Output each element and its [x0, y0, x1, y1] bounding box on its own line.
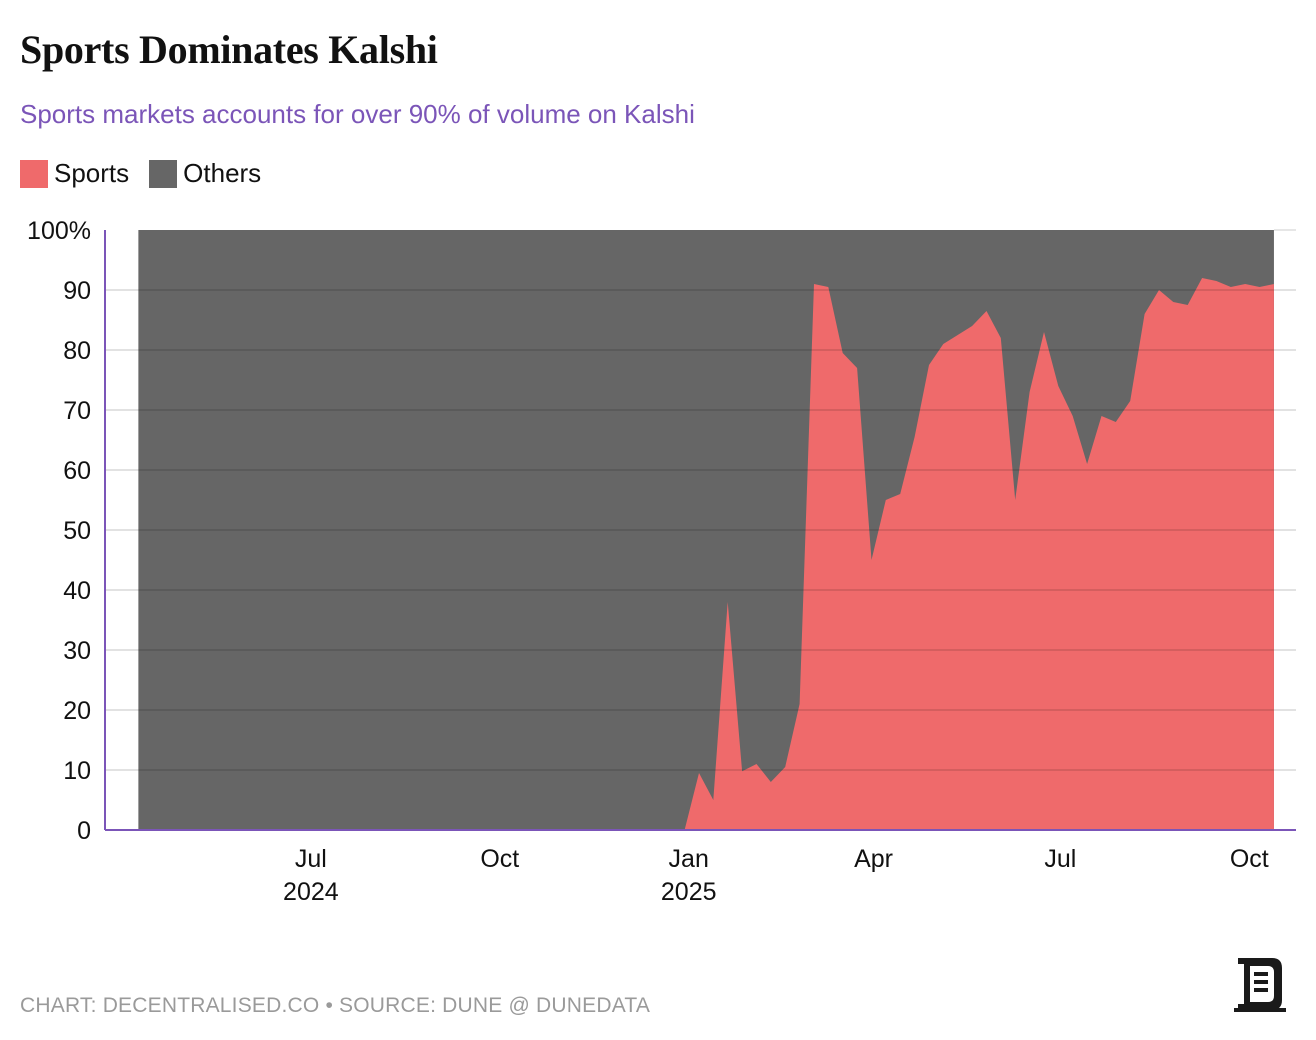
legend-swatch-sports	[20, 159, 48, 188]
legend-label-others: Others	[183, 158, 262, 188]
x-tick-year-label: 2025	[661, 878, 717, 906]
x-tick-label: Jul	[295, 845, 327, 873]
y-tick-label: 100%	[27, 217, 91, 245]
sports-area	[138, 278, 1274, 830]
x-tick-label: Jan	[669, 845, 709, 873]
y-tick-label: 40	[63, 577, 91, 605]
x-tick-label: Oct	[1230, 845, 1269, 873]
legend: Sports Others	[20, 158, 281, 189]
legend-swatch-others	[149, 159, 178, 188]
x-tick-label: Oct	[480, 845, 519, 873]
y-tick-label: 10	[63, 757, 91, 785]
x-tick-label: Apr	[854, 845, 893, 873]
decentralised-logo-icon	[1234, 958, 1286, 1012]
y-tick-label: 0	[77, 817, 91, 845]
chart-title: Sports Dominates Kalshi	[20, 27, 438, 72]
y-tick-label: 70	[63, 397, 91, 425]
chart-subtitle: Sports markets accounts for over 90% of …	[20, 99, 695, 129]
y-tick-label: 60	[63, 457, 91, 485]
chart-footer: CHART: DECENTRALISED.CO • SOURCE: DUNE @…	[20, 994, 651, 1017]
chart-area: 0 10 20 30 40 50 60 70 80 90 100% Jul 2024 Oct Jan 2025…	[27, 217, 1296, 906]
legend-item-sports: Sports	[20, 158, 129, 189]
y-tick-label: 90	[63, 277, 91, 305]
y-tick-label: 50	[63, 517, 91, 545]
y-tick-label: 30	[63, 637, 91, 665]
x-tick-label: Jul	[1044, 845, 1076, 873]
y-tick-label: 80	[63, 337, 91, 365]
legend-item-others: Others	[149, 158, 261, 189]
y-tick-label: 20	[63, 697, 91, 725]
legend-label-sports: Sports	[54, 158, 130, 188]
x-tick-year-label: 2024	[283, 878, 339, 906]
